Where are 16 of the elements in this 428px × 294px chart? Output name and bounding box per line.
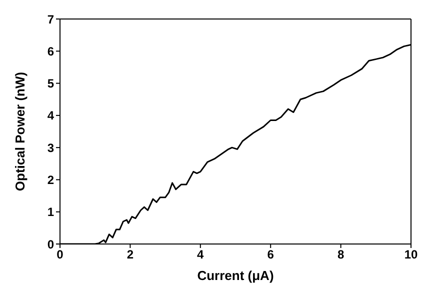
y-tick-label: 5 (47, 76, 54, 91)
x-tick-label: 4 (197, 248, 204, 262)
x-tick-label: 8 (337, 248, 344, 262)
y-tick-label: 1 (47, 205, 54, 220)
y-tick-label: 4 (47, 108, 54, 123)
y-tick-label: 7 (47, 12, 54, 26)
y-tick-label: 0 (47, 237, 54, 252)
x-tick-label: 6 (267, 248, 274, 262)
x-tick-label: 2 (126, 248, 134, 262)
y-axis-title: Optical Power (nW) (12, 72, 28, 192)
y-tick-label: 3 (47, 140, 54, 155)
x-axis-title: Current (μA) (197, 268, 274, 283)
y-tick-label: 6 (47, 44, 54, 58)
x-tick-label: 0 (56, 248, 64, 262)
x-tick-label: 10 (404, 248, 418, 262)
y-tick-label: 2 (47, 172, 54, 187)
